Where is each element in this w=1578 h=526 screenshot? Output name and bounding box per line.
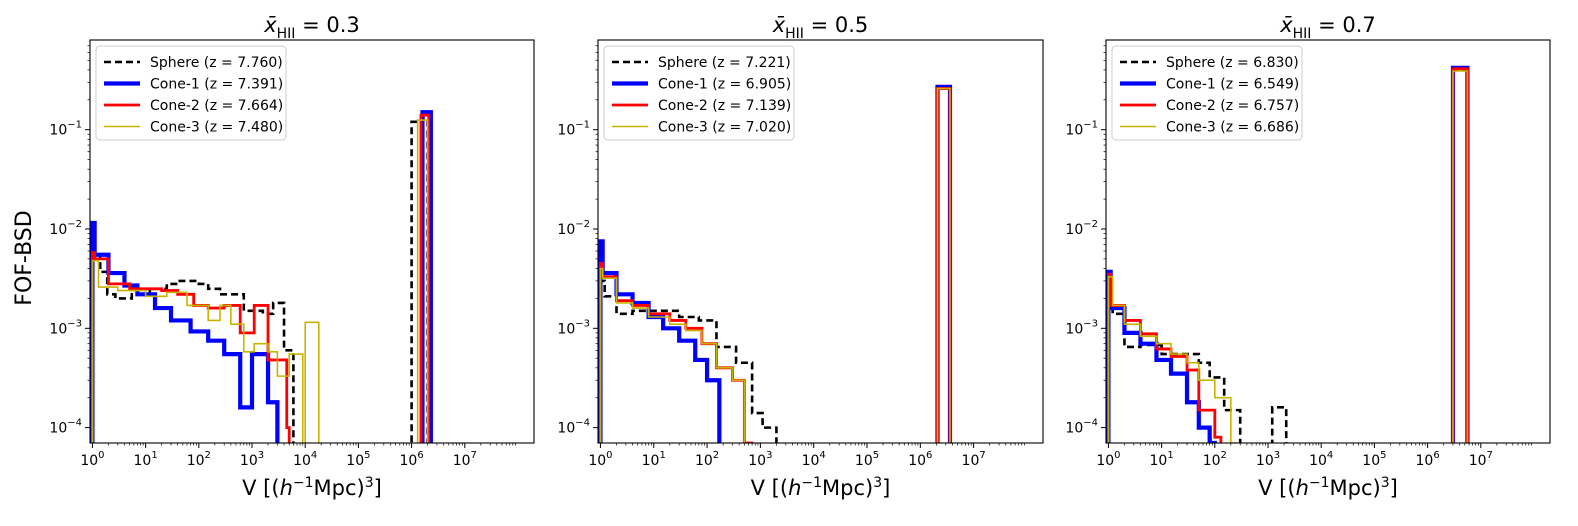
x-tick-label: 102 bbox=[1203, 450, 1227, 469]
y-tick-label: 10−3 bbox=[49, 318, 82, 337]
x-tick-label: 103 bbox=[748, 450, 772, 469]
x-tick-label: 100 bbox=[588, 450, 612, 469]
series-line-cone-1 bbox=[90, 110, 433, 443]
chart-panel-2: x̄HII = 0.5 100 101 102 103 104 105 106 107 10−4 1… bbox=[557, 13, 1044, 500]
axes-frame bbox=[597, 39, 1044, 444]
x-tick-label: 101 bbox=[642, 450, 666, 469]
x-tick-label: 107 bbox=[1469, 450, 1493, 469]
y-tick-label: 10−1 bbox=[49, 120, 82, 139]
series-line-sphere bbox=[1107, 68, 1469, 443]
x-tick-label: 102 bbox=[695, 450, 719, 469]
axes-frame bbox=[89, 39, 535, 444]
x-tick-label: 104 bbox=[1309, 450, 1333, 469]
y-tick-label: 10−4 bbox=[49, 418, 82, 437]
legend-entry-label: Cone-2 (z = 6.757) bbox=[1166, 98, 1299, 114]
x-axis-label: V [(h−1Mpc)3] bbox=[1258, 475, 1398, 500]
x-axis-label: V [(h−1Mpc)3] bbox=[751, 475, 891, 500]
axes-frame bbox=[1105, 39, 1551, 444]
x-tick-label: 100 bbox=[1096, 450, 1120, 469]
series-line-cone-3 bbox=[1107, 70, 1469, 443]
legend: Sphere (z = 7.221) Cone-1 (z = 6.905) Cone… bbox=[603, 45, 795, 141]
legend-entry-label: Cone-2 (z = 7.139) bbox=[658, 98, 791, 114]
legend: Sphere (z = 7.760) Cone-1 (z = 7.391) Cone… bbox=[95, 45, 287, 141]
chart-title: x̄HII = 0.5 bbox=[772, 13, 869, 42]
x-tick-label: 106 bbox=[399, 450, 423, 469]
series-line-sphere bbox=[599, 87, 952, 443]
x-tick-label: 106 bbox=[908, 450, 932, 469]
x-tick-label: 103 bbox=[1256, 450, 1280, 469]
chart-panel-1: x̄HII = 0.3 100 101 102 103 104 105 106 107 10−4 1… bbox=[49, 13, 535, 500]
legend-entry-label: Cone-2 (z = 7.664) bbox=[150, 98, 283, 114]
legend-entry-label: Cone-1 (z = 7.391) bbox=[150, 77, 283, 93]
chart-title: x̄HII = 0.3 bbox=[263, 13, 360, 42]
series-group bbox=[90, 110, 433, 443]
series-line-cone-1 bbox=[1106, 65, 1470, 443]
x-tick-label: 103 bbox=[240, 450, 264, 469]
x-tick-label: 101 bbox=[1150, 450, 1174, 469]
y-tick-label: 10−2 bbox=[1065, 219, 1098, 238]
y-tick-label: 10−1 bbox=[557, 120, 590, 139]
legend: Sphere (z = 6.830) Cone-1 (z = 6.549) Cone… bbox=[1111, 45, 1303, 141]
chart-title: x̄HII = 0.7 bbox=[1279, 13, 1376, 42]
series-line-cone-2 bbox=[91, 113, 431, 443]
y-tick-label: 10−4 bbox=[557, 418, 590, 437]
y-tick-label: 10−4 bbox=[1065, 418, 1098, 437]
legend-entry-label: Cone-1 (z = 6.549) bbox=[1166, 77, 1299, 93]
x-tick-label: 104 bbox=[293, 450, 317, 469]
y-tick-label: 10−1 bbox=[1065, 120, 1098, 139]
legend-box bbox=[95, 45, 287, 141]
legend-entry-label: Sphere (z = 7.221) bbox=[658, 55, 791, 71]
series-line-cone-1 bbox=[598, 84, 953, 443]
legend-entry-label: Sphere (z = 7.760) bbox=[150, 55, 283, 71]
x-tick-label: 100 bbox=[80, 450, 104, 469]
y-axis-label: FOF-BSD bbox=[12, 210, 37, 305]
y-tick-label: 10−2 bbox=[49, 219, 82, 238]
series-line-cone-3 bbox=[599, 87, 951, 443]
y-tick-label: 10−3 bbox=[1065, 318, 1098, 337]
x-axis-label: V [(h−1Mpc)3] bbox=[242, 475, 382, 500]
y-tick-label: 10−3 bbox=[557, 318, 590, 337]
x-tick-label: 104 bbox=[802, 450, 826, 469]
legend-entry-label: Sphere (z = 6.830) bbox=[1166, 55, 1299, 71]
x-tick-label: 102 bbox=[187, 450, 211, 469]
legend-entry-label: Cone-1 (z = 6.905) bbox=[658, 77, 791, 93]
x-tick-label: 105 bbox=[1362, 450, 1386, 469]
legend-entry-label: Cone-3 (z = 7.020) bbox=[658, 120, 791, 136]
series-group bbox=[1106, 65, 1470, 443]
chart-panel-3: x̄HII = 0.7 100 101 102 103 104 105 106 107 10−4 1… bbox=[1065, 13, 1551, 500]
x-tick-label: 107 bbox=[962, 450, 986, 469]
x-tick-label: 106 bbox=[1415, 450, 1439, 469]
series-line-cone-3 bbox=[91, 119, 429, 443]
series-group bbox=[598, 84, 953, 443]
legend-box bbox=[603, 45, 795, 141]
x-tick-label: 101 bbox=[134, 450, 158, 469]
legend-entry-label: Cone-3 (z = 7.480) bbox=[150, 120, 283, 136]
x-tick-label: 105 bbox=[855, 450, 879, 469]
y-tick-label: 10−2 bbox=[557, 219, 590, 238]
x-tick-label: 105 bbox=[346, 450, 370, 469]
x-tick-label: 107 bbox=[453, 450, 477, 469]
legend-entry-label: Cone-3 (z = 6.686) bbox=[1166, 120, 1299, 136]
legend-box bbox=[1111, 45, 1303, 141]
series-line-sphere bbox=[91, 117, 429, 443]
